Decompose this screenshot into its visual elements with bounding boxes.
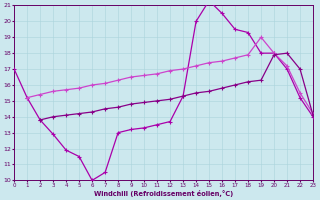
X-axis label: Windchill (Refroidissement éolien,°C): Windchill (Refroidissement éolien,°C) — [94, 190, 233, 197]
